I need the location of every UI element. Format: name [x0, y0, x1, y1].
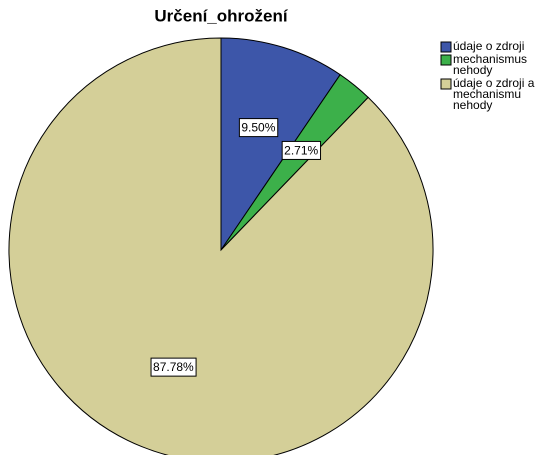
legend-swatch [440, 78, 452, 90]
pie-slice [8, 37, 434, 455]
data-label-text: 9.50% [241, 121, 275, 135]
data-label: 2.71% [281, 140, 322, 160]
legend-item: mechanismus nehody [453, 54, 528, 77]
data-label: 87.78% [150, 357, 197, 377]
chart-title: Určení_ohrožení [154, 6, 288, 25]
legend-swatch [440, 54, 452, 66]
data-label-box [150, 357, 197, 377]
legend-label: mechanismus nehody [453, 54, 528, 77]
data-label: 9.50% [238, 118, 279, 138]
data-label-text: 2.71% [284, 143, 318, 157]
legend-swatch [440, 41, 452, 53]
legend-item: údaje o zdroji [453, 41, 525, 53]
legend-label: údaje o zdroji [453, 41, 525, 53]
legend-label: údaje o zdroji a mechanismu nehody [453, 78, 535, 112]
data-label-box [238, 118, 279, 138]
legend-item: údaje o zdroji a mechanismu nehody [453, 78, 535, 112]
data-label-box [281, 140, 322, 160]
data-label-text: 87.78% [153, 360, 194, 374]
pie-slice [220, 37, 341, 252]
